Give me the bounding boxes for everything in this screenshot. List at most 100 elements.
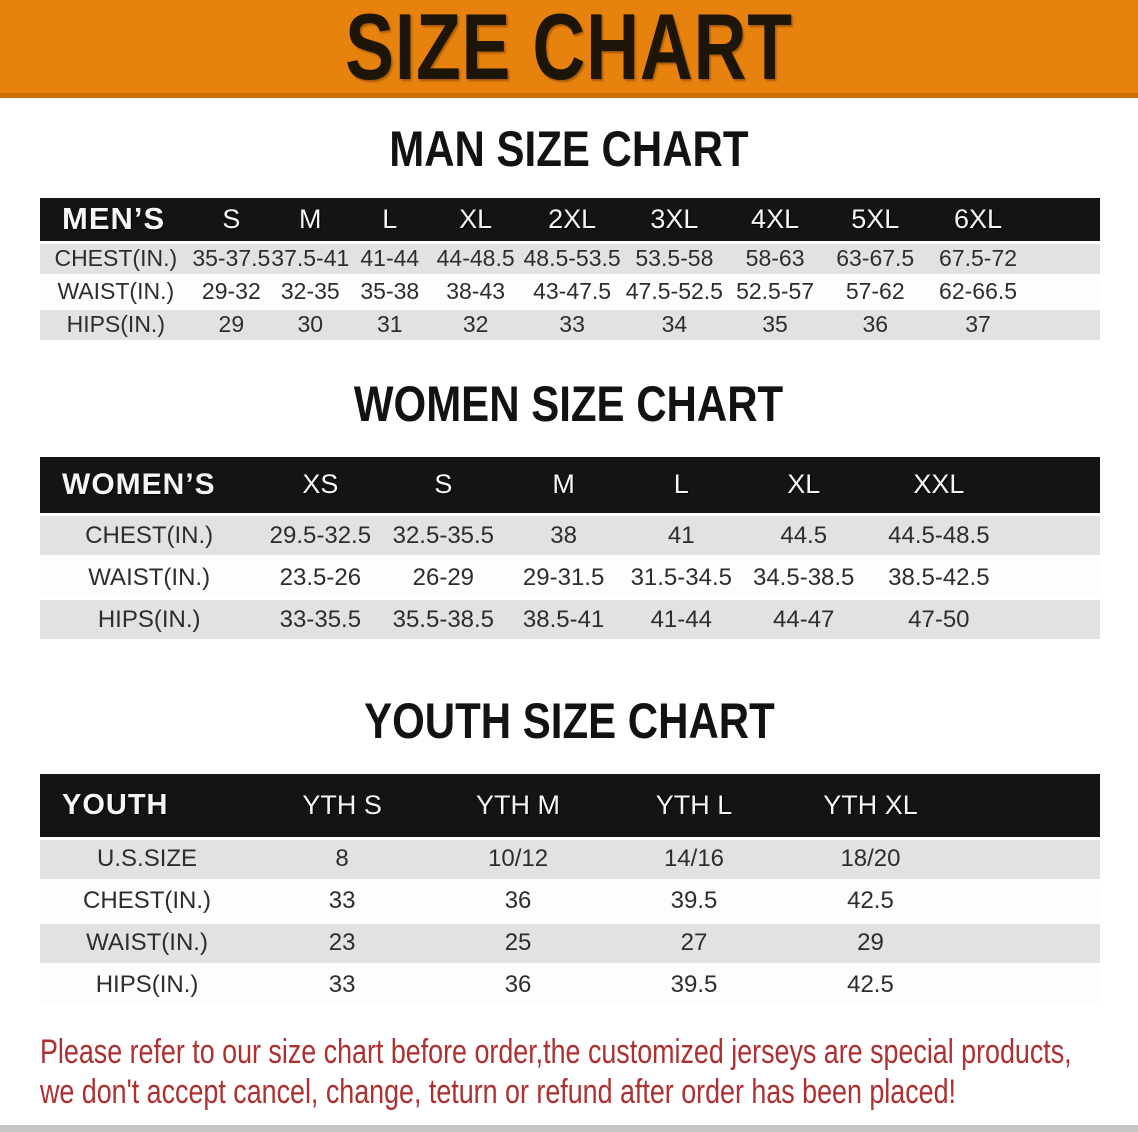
size-value-cell: 29 [191, 308, 272, 343]
size-value-cell: 36 [430, 880, 607, 924]
size-value-cell: 26-29 [382, 556, 505, 600]
size-table-header-row: MEN’S S M L XL 2XL 3XL 4XL 5XL 6XL [40, 198, 1100, 244]
policy-line-1-text: Please refer to our size chart before or… [40, 1032, 1072, 1071]
size-value-cell: 52.5-57 [725, 275, 825, 310]
size-column-header: XL [430, 198, 522, 244]
size-value-cell: 25 [430, 922, 607, 966]
size-value-cell: 36 [824, 308, 927, 343]
spacer-cell [958, 922, 1100, 966]
size-value-cell: 32-35 [271, 275, 350, 310]
size-column-header: 5XL [824, 198, 927, 244]
size-column-header: S [382, 456, 505, 516]
measurement-row: WAIST(IN.) 23 25 27 29 [40, 922, 1100, 966]
size-value-cell: 44.5-48.5 [867, 514, 1010, 558]
size-column-header: XL [739, 456, 868, 516]
spacer-cell [958, 774, 1100, 840]
size-value-cell: 35 [725, 308, 825, 343]
size-column-header: S [191, 198, 272, 244]
women-section-title-text: WOMEN SIZE CHART [354, 375, 784, 432]
youth-section-title: YOUTH SIZE CHART [0, 696, 1138, 746]
measurement-row: HIPS(IN.) 33-35.5 35.5-38.5 38.5-41 41-44 44-… [40, 598, 1100, 642]
spacer-cell [1009, 598, 1100, 642]
size-value-cell: 29 [781, 922, 959, 966]
measurement-row-label: WAIST(IN.) [40, 922, 255, 966]
size-value-cell: 33 [254, 964, 431, 1008]
size-value-cell: 8 [254, 838, 431, 882]
measurement-row: CHEST(IN.) 33 36 39.5 42.5 [40, 880, 1100, 924]
measurement-row-label: U.S.SIZE [40, 838, 255, 882]
size-column-header: YTH M [430, 774, 607, 840]
size-chart-banner: SIZE CHART [0, 0, 1138, 98]
women-section-title: WOMEN SIZE CHART [0, 379, 1138, 429]
size-value-cell: 35-38 [349, 275, 431, 310]
policy-line-1: Please refer to our size chart before or… [40, 1032, 1138, 1072]
size-value-cell: 23 [254, 922, 431, 966]
size-value-cell: 31 [349, 308, 431, 343]
measurement-row: WAIST(IN.) 23.5-26 26-29 29-31.5 31.5-34.5 34… [40, 556, 1100, 600]
size-column-header: YTH S [254, 774, 431, 840]
size-value-cell: 58-63 [725, 242, 825, 277]
size-value-cell: 31.5-34.5 [622, 556, 740, 600]
measurement-row: CHEST(IN.) 29.5-32.5 32.5-35.5 38 41 44.5 44.5… [40, 514, 1100, 558]
men-size-table: MEN’S S M L XL 2XL 3XL 4XL 5XL 6XL CHEST(IN.) 35-37… [40, 198, 1100, 343]
bottom-edge-strip [0, 1125, 1138, 1132]
size-value-cell: 62-66.5 [926, 275, 1030, 310]
size-value-cell: 29-31.5 [504, 556, 623, 600]
spacer-cell [958, 880, 1100, 924]
measurement-row: HIPS(IN.) 29 30 31 32 33 34 35 36 37 [40, 308, 1100, 343]
size-value-cell: 38.5-42.5 [867, 556, 1010, 600]
size-value-cell: 14/16 [606, 838, 782, 882]
size-value-cell: 37 [926, 308, 1030, 343]
measurement-row-label: HIPS(IN.) [40, 308, 192, 343]
measurement-row: CHEST(IN.) 35-37.5 37.5-41 41-44 44-48.5 48.5… [40, 242, 1100, 277]
size-value-cell: 44-47 [739, 598, 868, 642]
size-value-cell: 35.5-38.5 [382, 598, 505, 642]
measurement-row-label: CHEST(IN.) [40, 242, 192, 277]
measurement-row: U.S.SIZE 8 10/12 14/16 18/20 [40, 838, 1100, 882]
spacer-cell [1029, 242, 1100, 277]
size-value-cell: 39.5 [606, 964, 782, 1008]
size-column-header: YTH L [606, 774, 782, 840]
size-value-cell: 67.5-72 [926, 242, 1030, 277]
size-value-cell: 44.5 [739, 514, 868, 558]
size-value-cell: 44-48.5 [430, 242, 522, 277]
size-value-cell: 53.5-58 [622, 242, 726, 277]
size-value-cell: 35-37.5 [191, 242, 272, 277]
women-size-table: WOMEN’S XS S M L XL XXL CHEST(IN.) 29.5-32.5 32.5… [40, 456, 1100, 642]
measurement-row: HIPS(IN.) 33 36 39.5 42.5 [40, 964, 1100, 1008]
order-policy-note: Please refer to our size chart before or… [40, 1032, 1138, 1112]
size-value-cell: 30 [271, 308, 350, 343]
size-value-cell: 38 [504, 514, 623, 558]
size-value-cell: 57-62 [824, 275, 927, 310]
size-column-header: 2XL [521, 198, 623, 244]
size-value-cell: 34 [622, 308, 726, 343]
size-table-header-row: YOUTH YTH S YTH M YTH L YTH XL [40, 774, 1100, 840]
youth-size-table: YOUTH YTH S YTH M YTH L YTH XL U.S.SIZE 8 10/12… [40, 774, 1100, 1008]
policy-line-2: we don't accept cancel, change, teturn o… [40, 1072, 1138, 1112]
size-column-header: 4XL [725, 198, 825, 244]
size-column-header: YTH XL [781, 774, 959, 840]
measurement-row-label: WAIST(IN.) [40, 275, 192, 310]
size-group-label: WOMEN’S [40, 456, 259, 516]
measurement-row: WAIST(IN.) 29-32 32-35 35-38 38-43 43-47.5 47.… [40, 275, 1100, 310]
size-group-label: MEN’S [40, 198, 192, 244]
size-group-label: YOUTH [40, 774, 255, 840]
policy-line-2-text: we don't accept cancel, change, teturn o… [40, 1072, 956, 1111]
measurement-row-label: HIPS(IN.) [40, 964, 255, 1008]
size-value-cell: 33 [254, 880, 431, 924]
size-value-cell: 39.5 [606, 880, 782, 924]
spacer-cell [1029, 198, 1100, 244]
measurement-row-label: HIPS(IN.) [40, 598, 259, 642]
size-value-cell: 10/12 [430, 838, 607, 882]
banner-title: SIZE CHART [345, 0, 793, 99]
size-value-cell: 38.5-41 [504, 598, 623, 642]
spacer-cell [958, 838, 1100, 882]
size-value-cell: 29-32 [191, 275, 272, 310]
size-value-cell: 43-47.5 [521, 275, 623, 310]
size-column-header: 6XL [926, 198, 1030, 244]
size-value-cell: 38-43 [430, 275, 522, 310]
size-value-cell: 63-67.5 [824, 242, 927, 277]
spacer-cell [1009, 514, 1100, 558]
measurement-row-label: CHEST(IN.) [40, 514, 259, 558]
size-value-cell: 18/20 [781, 838, 959, 882]
